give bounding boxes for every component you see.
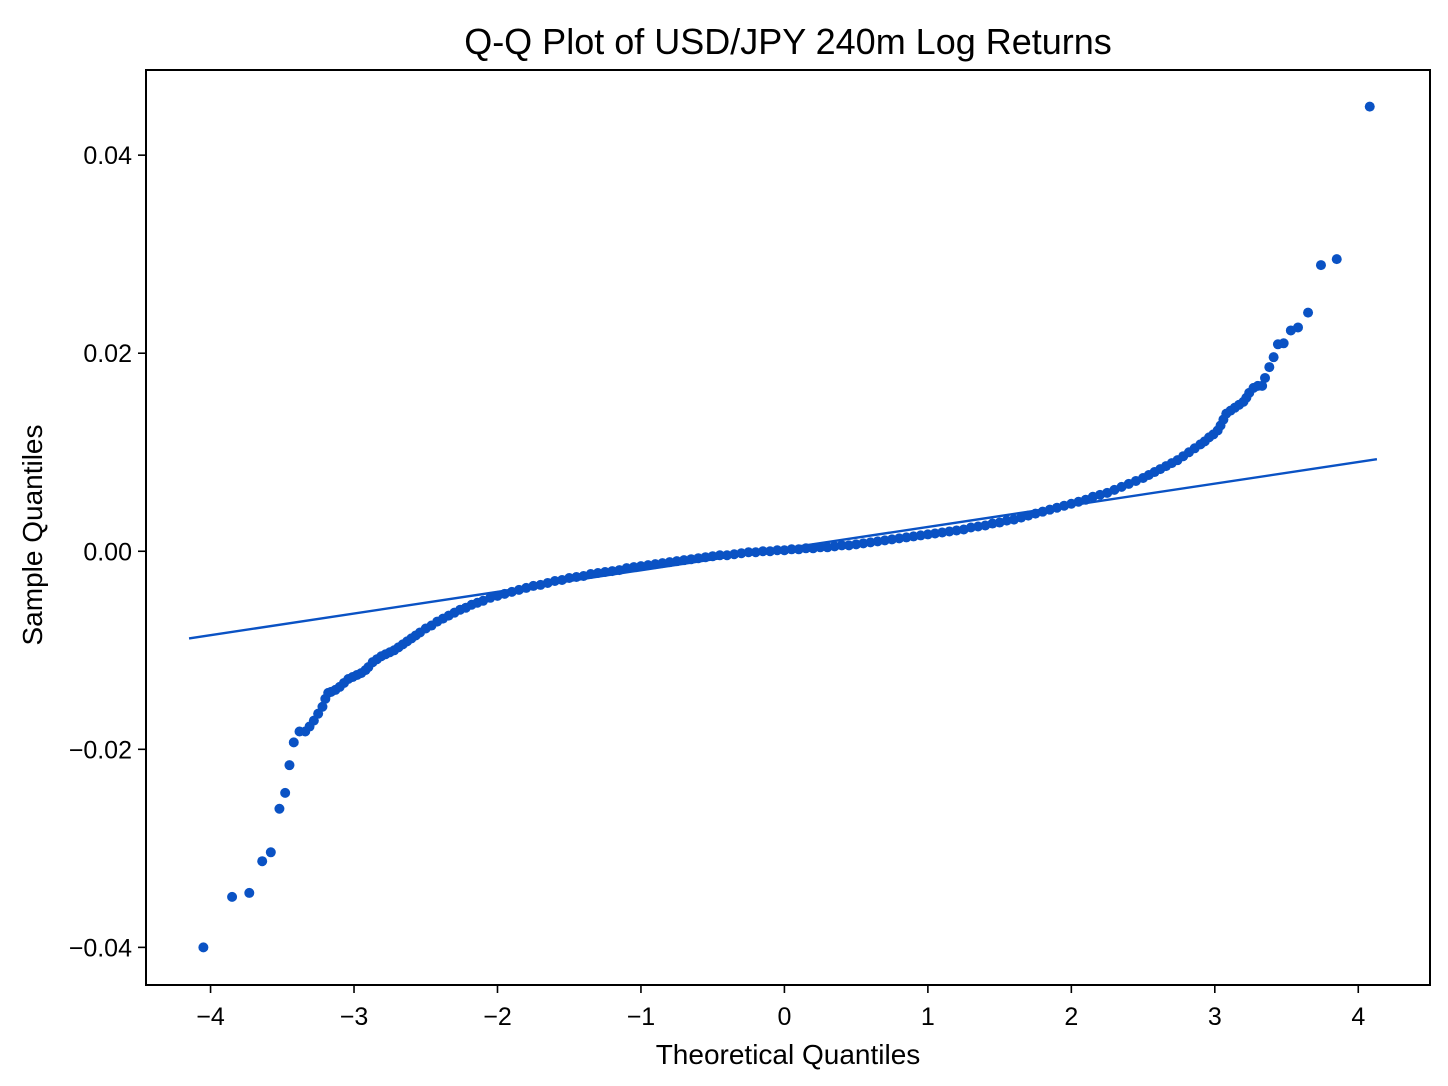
sample-point bbox=[280, 787, 291, 798]
y-tick-label: 0.00 bbox=[83, 538, 132, 566]
x-axis-title: Theoretical Quantiles bbox=[656, 1039, 921, 1070]
x-tick-label: 2 bbox=[1064, 1003, 1078, 1031]
y-tick-label: 0.04 bbox=[83, 142, 132, 170]
x-tick-label: 0 bbox=[777, 1003, 791, 1031]
sample-point bbox=[244, 887, 255, 898]
x-tick-label: −4 bbox=[196, 1003, 225, 1031]
sample-point bbox=[288, 737, 299, 748]
sample-point bbox=[1293, 322, 1304, 333]
x-tick-label: −3 bbox=[340, 1003, 369, 1031]
sample-point bbox=[317, 701, 328, 712]
sample-point bbox=[836, 540, 847, 551]
sample-point bbox=[1303, 307, 1314, 318]
sample-point bbox=[1268, 352, 1279, 363]
sample-point bbox=[772, 545, 783, 556]
sample-point bbox=[815, 542, 826, 553]
sample-point bbox=[1331, 254, 1342, 265]
sample-point bbox=[1364, 101, 1375, 112]
x-tick-label: 3 bbox=[1208, 1003, 1222, 1031]
sample-point bbox=[757, 546, 768, 557]
sample-point bbox=[1315, 260, 1326, 271]
sample-point bbox=[743, 547, 754, 558]
sample-point bbox=[284, 760, 295, 771]
sample-point bbox=[1278, 338, 1289, 349]
chart-title: Q-Q Plot of USD/JPY 240m Log Returns bbox=[464, 21, 1112, 62]
x-tick-label: 4 bbox=[1351, 1003, 1365, 1031]
x-tick-label: −1 bbox=[627, 1003, 656, 1031]
y-tick-label: −0.04 bbox=[69, 934, 132, 962]
x-tick-label: 1 bbox=[921, 1003, 935, 1031]
sample-point bbox=[1257, 380, 1268, 391]
sample-point bbox=[227, 891, 238, 902]
x-axis-ticks: −4 −3 −2 −1 0 1 2 3 4 bbox=[196, 985, 1365, 1031]
y-axis-title: Sample Quantiles bbox=[17, 424, 48, 645]
plot-area bbox=[188, 101, 1378, 953]
sample-point bbox=[274, 803, 285, 814]
sample-point bbox=[198, 942, 209, 953]
sample-point bbox=[1260, 372, 1271, 383]
plot-frame bbox=[145, 69, 1431, 986]
sample-point bbox=[714, 550, 725, 561]
y-tick-label: 0.02 bbox=[83, 340, 132, 368]
y-tick-label: −0.02 bbox=[69, 736, 132, 764]
sample-point bbox=[257, 856, 268, 867]
sample-point bbox=[265, 847, 276, 858]
sample-point bbox=[786, 544, 797, 555]
sample-point bbox=[1264, 362, 1275, 373]
x-tick-label: −2 bbox=[483, 1003, 512, 1031]
sample-point bbox=[800, 543, 811, 554]
y-axis-ticks: 0.04 0.02 0.00 −0.02 −0.04 bbox=[69, 142, 146, 962]
